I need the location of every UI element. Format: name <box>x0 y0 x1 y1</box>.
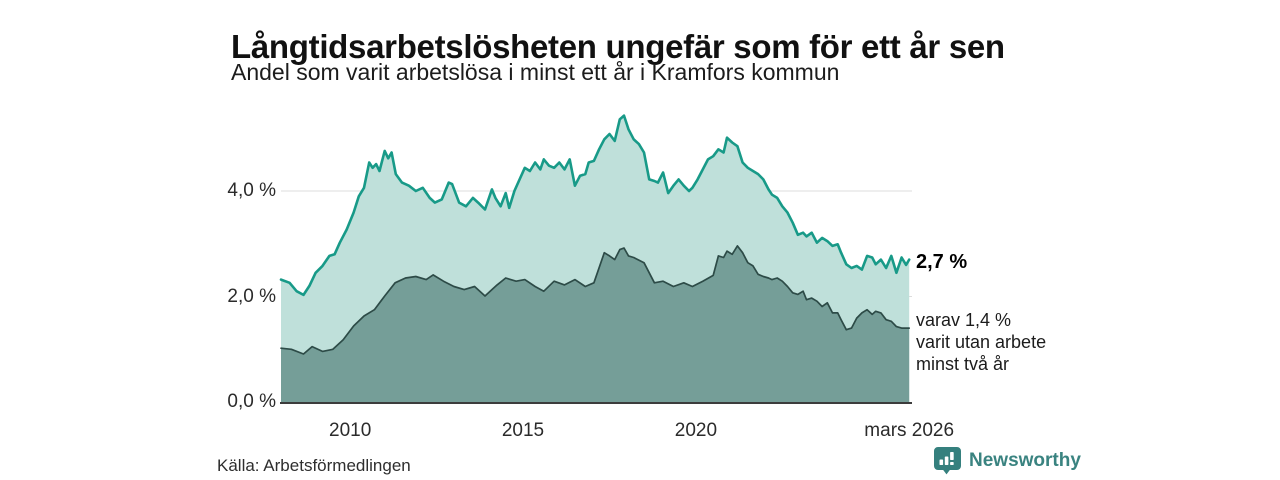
y-tick-label: 0,0 % <box>227 391 276 412</box>
y-tick-label: 2,0 % <box>227 285 276 307</box>
page-title: Långtidsarbetslösheten ungefär som för e… <box>231 28 1005 66</box>
x-tick-label: mars 2026 <box>864 420 955 441</box>
series-end-note-label: varav 1,4 % varit utan arbete minst två … <box>916 310 1047 374</box>
x-tick-label: 2015 <box>501 420 545 441</box>
newsworthy-logo-icon <box>933 446 962 476</box>
series-area-1 <box>281 245 910 402</box>
x-tick-label: 2010 <box>329 420 372 441</box>
series-line-1 <box>280 245 911 355</box>
x-tick-label: 2020 <box>674 420 718 441</box>
y-tick-label: 4,0 % <box>227 180 276 201</box>
chart-subtitle: Andel som varit arbetslösa i minst ett å… <box>231 59 840 85</box>
newsworthy-wordmark: Newsworthy <box>969 450 1081 471</box>
series-line-0 <box>279 114 911 297</box>
series-end-value-label: 2,7 % <box>916 251 968 273</box>
source-attribution: Källa: Arbetsförmedlingen <box>217 456 411 475</box>
newsworthy-brand: Newsworthy <box>933 446 1081 476</box>
